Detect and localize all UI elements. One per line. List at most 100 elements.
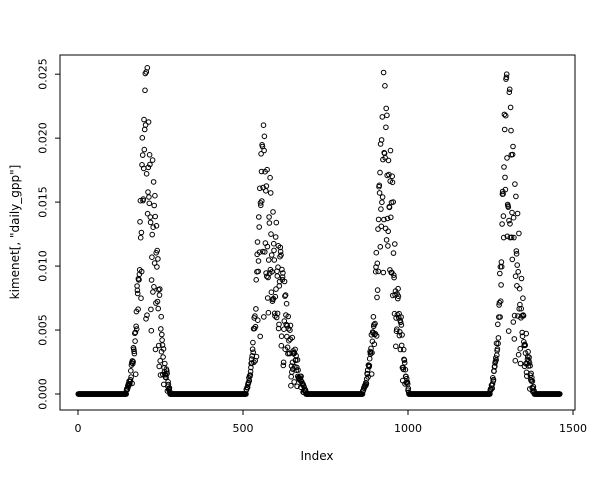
data-point bbox=[158, 326, 164, 332]
data-point bbox=[508, 127, 514, 134]
data-point bbox=[513, 248, 520, 254]
data-point bbox=[385, 243, 391, 249]
data-point bbox=[159, 342, 166, 348]
data-point bbox=[264, 166, 270, 173]
data-point bbox=[287, 322, 294, 329]
data-point bbox=[151, 202, 157, 209]
data-point bbox=[150, 179, 157, 185]
data-point bbox=[130, 358, 136, 365]
data-point bbox=[502, 174, 508, 181]
data-point bbox=[395, 285, 401, 292]
data-point bbox=[383, 105, 390, 112]
data-point bbox=[162, 360, 168, 367]
data-point bbox=[398, 322, 405, 328]
data-point bbox=[490, 376, 497, 383]
data-point bbox=[294, 364, 300, 371]
data-point bbox=[292, 346, 298, 353]
data-point bbox=[396, 314, 402, 321]
data-point bbox=[261, 133, 268, 140]
data-point bbox=[155, 305, 161, 312]
data-point bbox=[144, 65, 151, 71]
data-point bbox=[268, 289, 275, 296]
data-point bbox=[257, 333, 264, 340]
data-point bbox=[280, 359, 287, 366]
data-point bbox=[514, 210, 521, 217]
data-point bbox=[382, 225, 389, 232]
data-point bbox=[516, 285, 523, 292]
data-point bbox=[249, 346, 256, 353]
data-point bbox=[279, 274, 286, 280]
data-point bbox=[141, 116, 147, 123]
data-point bbox=[159, 331, 165, 338]
data-point bbox=[503, 71, 510, 77]
data-point bbox=[140, 196, 147, 202]
data-point bbox=[527, 363, 533, 369]
data-point bbox=[294, 383, 300, 390]
data-point bbox=[512, 181, 518, 187]
data-point bbox=[255, 268, 262, 275]
data-point bbox=[366, 362, 373, 369]
data-point bbox=[502, 112, 509, 119]
data-point bbox=[518, 275, 525, 282]
y-tick-label: 0.010 bbox=[36, 250, 50, 282]
data-point bbox=[254, 239, 261, 245]
data-point bbox=[263, 183, 270, 189]
data-point bbox=[395, 293, 402, 300]
data-point bbox=[398, 314, 404, 320]
data-point bbox=[265, 309, 272, 316]
data-point bbox=[148, 327, 155, 334]
data-point bbox=[146, 194, 152, 200]
data-point bbox=[514, 262, 521, 268]
data-point bbox=[157, 286, 163, 292]
data-point bbox=[388, 214, 394, 221]
data-point bbox=[374, 260, 381, 267]
data-point bbox=[261, 314, 267, 320]
data-point bbox=[276, 283, 283, 289]
data-point bbox=[148, 306, 154, 313]
data-point bbox=[379, 199, 385, 206]
data-point bbox=[148, 277, 155, 283]
data-point bbox=[137, 234, 144, 241]
data-point bbox=[390, 250, 397, 256]
data-point bbox=[384, 215, 391, 222]
data-point bbox=[256, 224, 263, 230]
data-point bbox=[133, 326, 140, 332]
data-point bbox=[151, 284, 157, 290]
data-point bbox=[257, 185, 263, 192]
data-point bbox=[387, 147, 394, 154]
data-point bbox=[294, 357, 301, 363]
data-point bbox=[518, 305, 525, 312]
data-point bbox=[513, 251, 520, 257]
data-point bbox=[155, 256, 161, 262]
data-point bbox=[156, 363, 162, 370]
data-point bbox=[397, 319, 404, 326]
data-point bbox=[366, 355, 373, 362]
data-point bbox=[507, 104, 514, 111]
data-point bbox=[252, 313, 258, 319]
data-point bbox=[516, 230, 522, 237]
data-point bbox=[165, 379, 171, 385]
y-tick-label: 0.015 bbox=[36, 186, 50, 218]
data-point bbox=[496, 299, 503, 306]
data-point bbox=[134, 290, 141, 297]
data-point bbox=[506, 86, 513, 93]
data-point bbox=[289, 334, 296, 341]
data-point bbox=[376, 182, 383, 189]
data-point bbox=[166, 385, 173, 391]
data-point bbox=[266, 220, 273, 226]
x-axis-label: Index bbox=[300, 449, 334, 463]
data-point bbox=[526, 357, 532, 364]
data-point bbox=[250, 339, 256, 346]
data-point bbox=[512, 273, 519, 280]
data-point bbox=[139, 152, 146, 158]
data-point bbox=[517, 345, 524, 352]
data-point bbox=[507, 221, 513, 227]
data-point bbox=[137, 197, 144, 204]
data-point bbox=[280, 270, 286, 276]
data-point bbox=[529, 374, 535, 381]
data-point bbox=[267, 174, 273, 181]
data-point bbox=[255, 258, 262, 264]
data-point bbox=[525, 348, 531, 355]
data-point bbox=[284, 344, 291, 351]
data-point bbox=[149, 157, 156, 163]
